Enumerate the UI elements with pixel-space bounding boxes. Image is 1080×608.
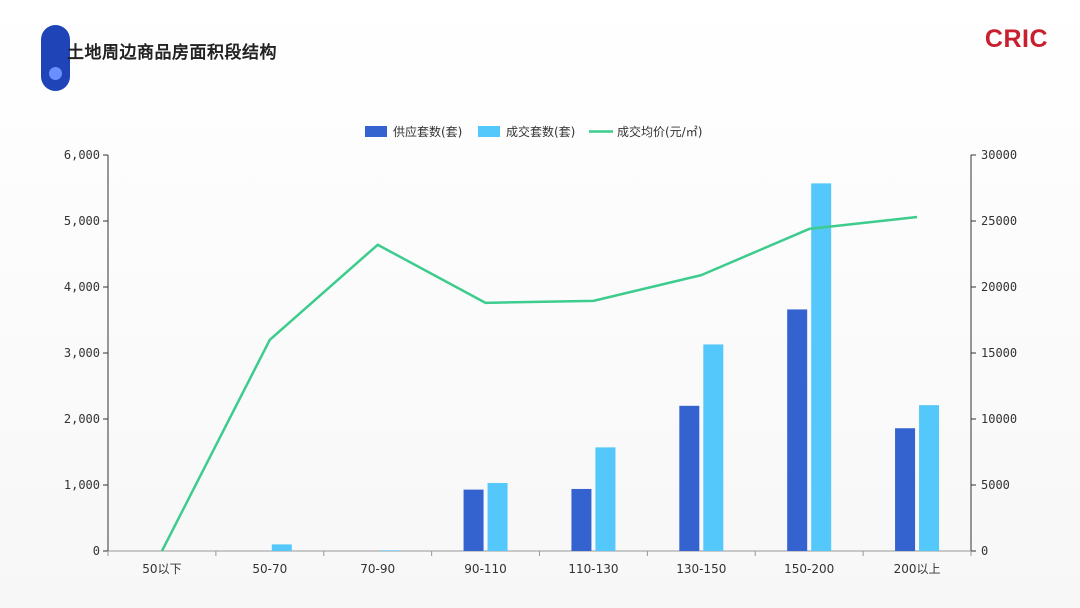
deal-bar <box>811 183 832 551</box>
x-tick-label: 110-130 <box>568 562 618 576</box>
x-tick-label: 90-110 <box>464 562 507 576</box>
left-tick-label: 3,000 <box>64 346 100 360</box>
legend-label: 成交套数(套) <box>506 124 575 139</box>
left-tick-label: 2,000 <box>64 412 100 426</box>
right-y-axis: 0 5000 10000 15000 20000 25000 30000 <box>970 148 1017 558</box>
cric-logo: CRIC <box>984 25 1048 53</box>
x-tick-label: 50-70 <box>252 562 287 576</box>
deal-bar <box>271 544 292 551</box>
supply-bar <box>895 428 916 551</box>
left-tick-label: 5,000 <box>64 214 100 228</box>
supply-bar <box>571 488 592 551</box>
right-tick-label: 10000 <box>981 412 1017 426</box>
chart-legend: 供应套数(套) 成交套数(套) 成交均价(元/㎡) <box>365 124 702 139</box>
supply-bar <box>679 405 700 551</box>
right-tick-label: 15000 <box>981 346 1017 360</box>
supply-bar <box>787 309 808 551</box>
supply-bar <box>463 489 484 551</box>
right-tick-label: 0 <box>981 544 988 558</box>
left-tick-label: 4,000 <box>64 280 100 294</box>
left-tick-label: 0 <box>93 544 100 558</box>
left-tick-label: 6,000 <box>64 148 100 162</box>
right-tick-label: 5000 <box>981 478 1010 492</box>
legend-label: 供应套数(套) <box>393 124 462 139</box>
legend-label: 成交均价(元/㎡) <box>617 124 702 139</box>
x-tick-label: 130-150 <box>676 562 726 576</box>
right-tick-label: 25000 <box>981 214 1017 228</box>
title-accent-dot <box>49 67 62 80</box>
deal-bar <box>919 405 940 551</box>
bars-group <box>271 183 940 551</box>
right-tick-label: 20000 <box>981 280 1017 294</box>
x-tick-label: 50以下 <box>142 562 181 576</box>
x-tick-label: 70-90 <box>360 562 395 576</box>
x-tick-label: 200以上 <box>894 562 941 576</box>
deal-bar <box>379 550 400 551</box>
deal-bar <box>595 447 616 551</box>
x-axis: 50以下 50-70 70-90 90-110 110-130 130-150 150-20… <box>107 550 972 576</box>
legend-swatch <box>478 126 500 137</box>
title-accent-bar <box>41 25 70 91</box>
page-title: 土地周边商品房面积段结构 <box>67 43 277 63</box>
right-tick-label: 30000 <box>981 148 1017 162</box>
deal-bar <box>487 483 508 551</box>
left-tick-label: 1,000 <box>64 478 100 492</box>
deal-bar <box>703 344 724 551</box>
price-line <box>160 215 918 552</box>
legend-swatch <box>365 126 387 137</box>
price-line-group <box>160 215 918 552</box>
x-tick-label: 150-200 <box>784 562 834 576</box>
left-y-axis: 0 1,000 2,000 3,000 4,000 5,000 6,000 <box>64 148 109 558</box>
